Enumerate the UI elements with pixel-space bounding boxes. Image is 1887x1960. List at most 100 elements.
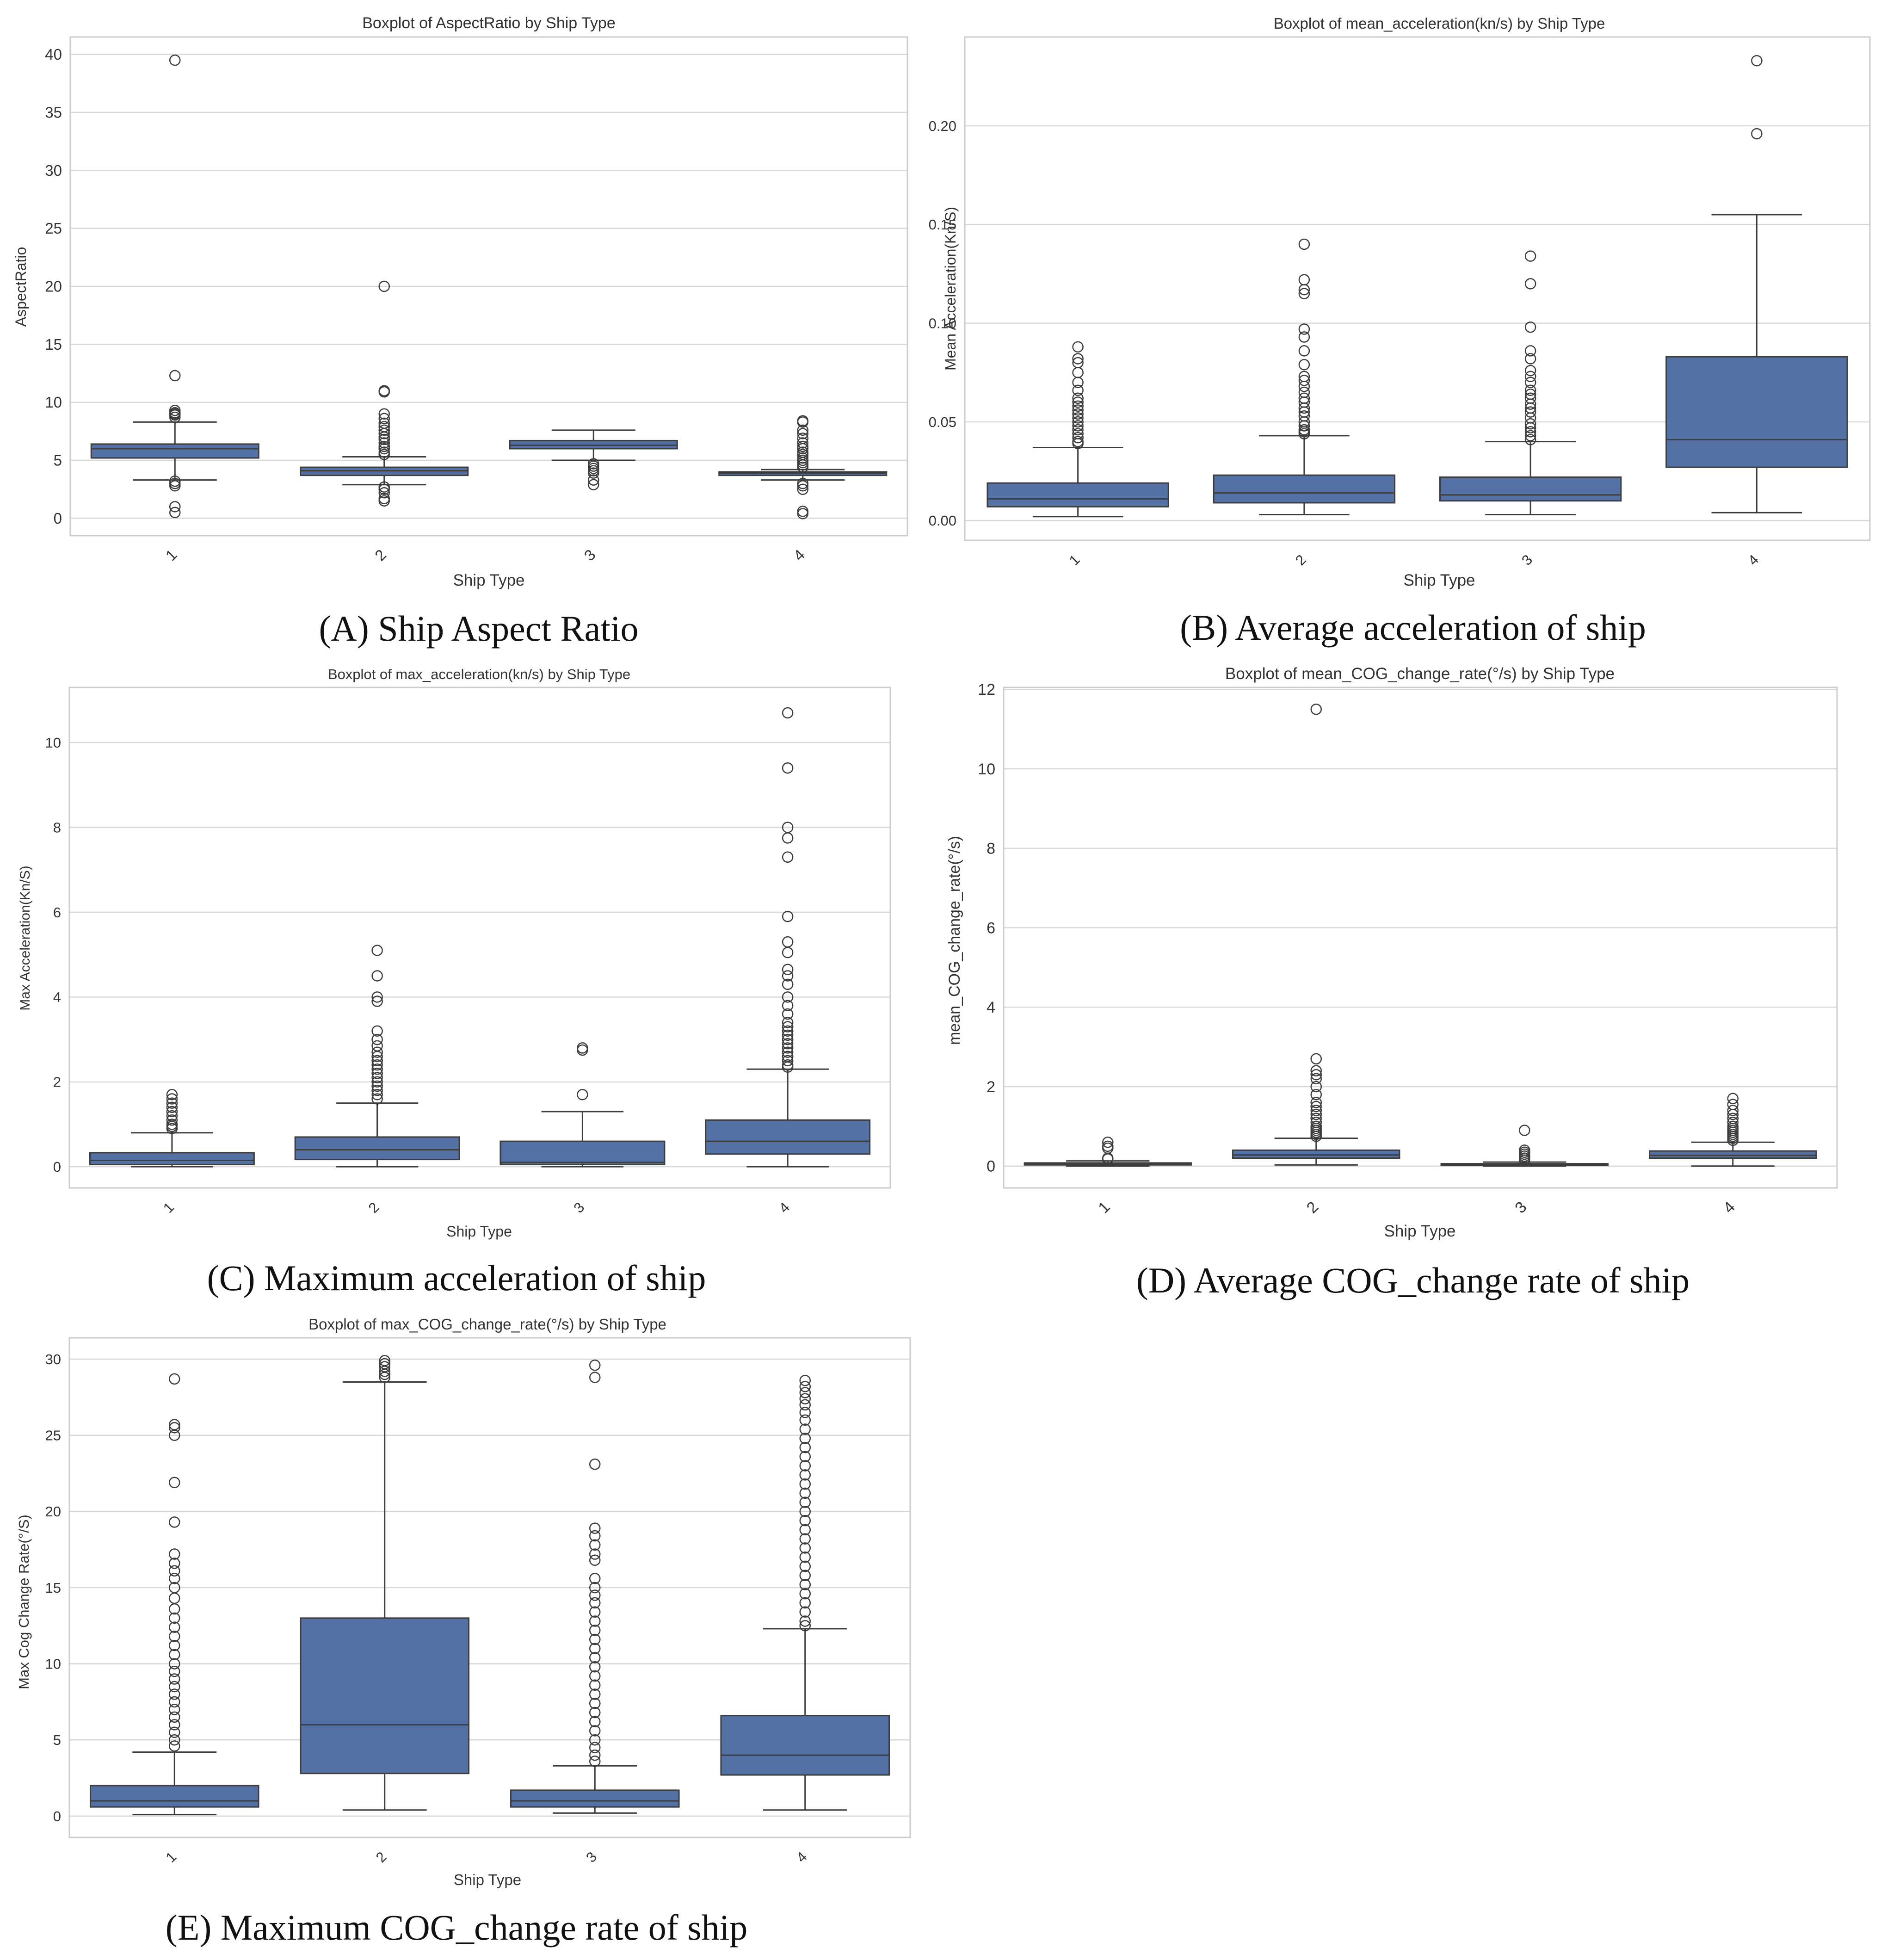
chart-title: Boxplot of max_acceleration(kn/s) by Shi… xyxy=(328,666,630,682)
outlier-point xyxy=(378,280,390,292)
outlier-point xyxy=(799,1387,811,1398)
outlier-point xyxy=(1102,1153,1114,1165)
y-tick-label: 5 xyxy=(54,452,62,469)
outlier-point xyxy=(797,506,808,517)
x-axis-label: Ship Type xyxy=(454,1871,521,1888)
outlier-point xyxy=(1524,321,1536,333)
outlier-point xyxy=(166,1123,178,1134)
outlier-point xyxy=(1298,288,1310,299)
outlier-point xyxy=(588,474,599,486)
outlier-point xyxy=(169,1688,180,1700)
outlier-point xyxy=(1072,420,1084,432)
outlier-point xyxy=(1524,398,1536,410)
outlier-point xyxy=(799,1478,811,1490)
panel-caption: (A) Ship Aspect Ratio xyxy=(319,608,638,649)
outlier-point xyxy=(371,1055,383,1067)
outlier-point xyxy=(797,480,808,492)
outlier-point xyxy=(1072,404,1084,416)
panel-b: 0.00 0.05 0.10 0.15 0.20 1 2 3 4 Boxplot of mean… xyxy=(929,15,1871,648)
y-tick-label: 5 xyxy=(53,1732,61,1748)
y-tick-label: 0.00 xyxy=(929,513,956,529)
chart-title: Boxplot of mean_COG_change_rate(°/s) by … xyxy=(1225,665,1615,683)
box-iqr xyxy=(1439,476,1622,502)
box-iqr xyxy=(1665,356,1848,468)
outlier-point xyxy=(589,1589,601,1601)
outlier-point xyxy=(589,1530,601,1542)
outlier-point xyxy=(799,1460,811,1472)
outlier-point xyxy=(169,1373,180,1385)
outlier-point xyxy=(166,1097,178,1109)
y-tick-label: 4 xyxy=(987,999,995,1016)
outlier-point xyxy=(1072,353,1084,365)
outlier-point xyxy=(589,1554,601,1566)
outlier-point xyxy=(799,1407,811,1418)
outlier-point xyxy=(799,1560,811,1572)
outlier-point xyxy=(782,1033,794,1045)
outlier-point xyxy=(371,1076,383,1088)
box-category-4 xyxy=(705,707,871,1168)
outlier-point xyxy=(169,1422,180,1434)
box-category-1 xyxy=(89,1089,255,1168)
outlier-point xyxy=(169,1621,180,1633)
outlier-point xyxy=(169,1681,180,1693)
outlier-point xyxy=(378,386,390,398)
outlier-point xyxy=(589,1749,601,1761)
panel-caption: (E) Maximum COG_change rate of ship xyxy=(166,1907,748,1948)
outlier-point xyxy=(1310,1069,1322,1081)
outlier-point xyxy=(589,1716,601,1728)
box-category-3 xyxy=(1440,1125,1609,1167)
outlier-point xyxy=(782,707,794,719)
outlier-point xyxy=(589,1522,601,1534)
outlier-point xyxy=(782,946,794,958)
outlier-point xyxy=(166,1093,178,1105)
outlier-point xyxy=(169,1565,180,1577)
x-tick-label: 3 xyxy=(581,546,599,564)
outlier-point xyxy=(782,964,794,976)
outlier-point xyxy=(1524,384,1536,396)
outlier-point xyxy=(169,1658,180,1669)
outlier-point xyxy=(378,437,390,449)
outlier-point xyxy=(589,1548,601,1560)
box-iqr xyxy=(1213,474,1396,504)
y-tick-label: 20 xyxy=(45,1503,61,1520)
outlier-point xyxy=(1072,424,1084,436)
box-category-2 xyxy=(300,1355,470,1811)
y-tick-label: 0 xyxy=(53,1159,61,1175)
outlier-point xyxy=(169,1572,180,1584)
outlier-point xyxy=(1072,341,1084,353)
y-tick-label: 35 xyxy=(45,104,62,121)
y-tick-label: 0 xyxy=(53,1808,61,1824)
outlier-point xyxy=(1298,380,1310,392)
outlier-point xyxy=(799,1579,811,1590)
outlier-point xyxy=(1310,1053,1322,1065)
panel-caption: (C) Maximum acceleration of ship xyxy=(207,1258,706,1298)
outlier-point xyxy=(371,1080,383,1092)
outlier-point xyxy=(797,461,808,473)
box-iqr xyxy=(89,1152,255,1166)
outlier-point xyxy=(1298,375,1310,386)
box-category-4 xyxy=(720,1374,890,1811)
outlier-point xyxy=(589,1459,601,1470)
plot-frame xyxy=(964,36,1871,541)
outlier-point xyxy=(797,424,808,436)
outlier-point xyxy=(782,762,794,774)
outlier-point xyxy=(169,1704,180,1715)
outlier-point xyxy=(1298,420,1310,432)
outlier-point xyxy=(1298,386,1310,398)
outlier-point xyxy=(589,1725,601,1737)
outlier-point xyxy=(1524,430,1536,442)
outlier-point xyxy=(588,467,599,479)
x-tick-label: 2 xyxy=(371,546,389,564)
box-category-1 xyxy=(987,341,1169,518)
outlier-point xyxy=(589,1706,601,1719)
outlier-point xyxy=(799,1374,811,1386)
outlier-point xyxy=(169,1592,180,1604)
outlier-point xyxy=(169,1726,180,1738)
outlier-point xyxy=(1524,278,1536,290)
outlier-point xyxy=(1524,422,1536,434)
outlier-point xyxy=(1298,428,1310,439)
outlier-point xyxy=(782,1021,794,1033)
box-category-3 xyxy=(1439,250,1622,516)
outlier-point xyxy=(1072,400,1084,412)
